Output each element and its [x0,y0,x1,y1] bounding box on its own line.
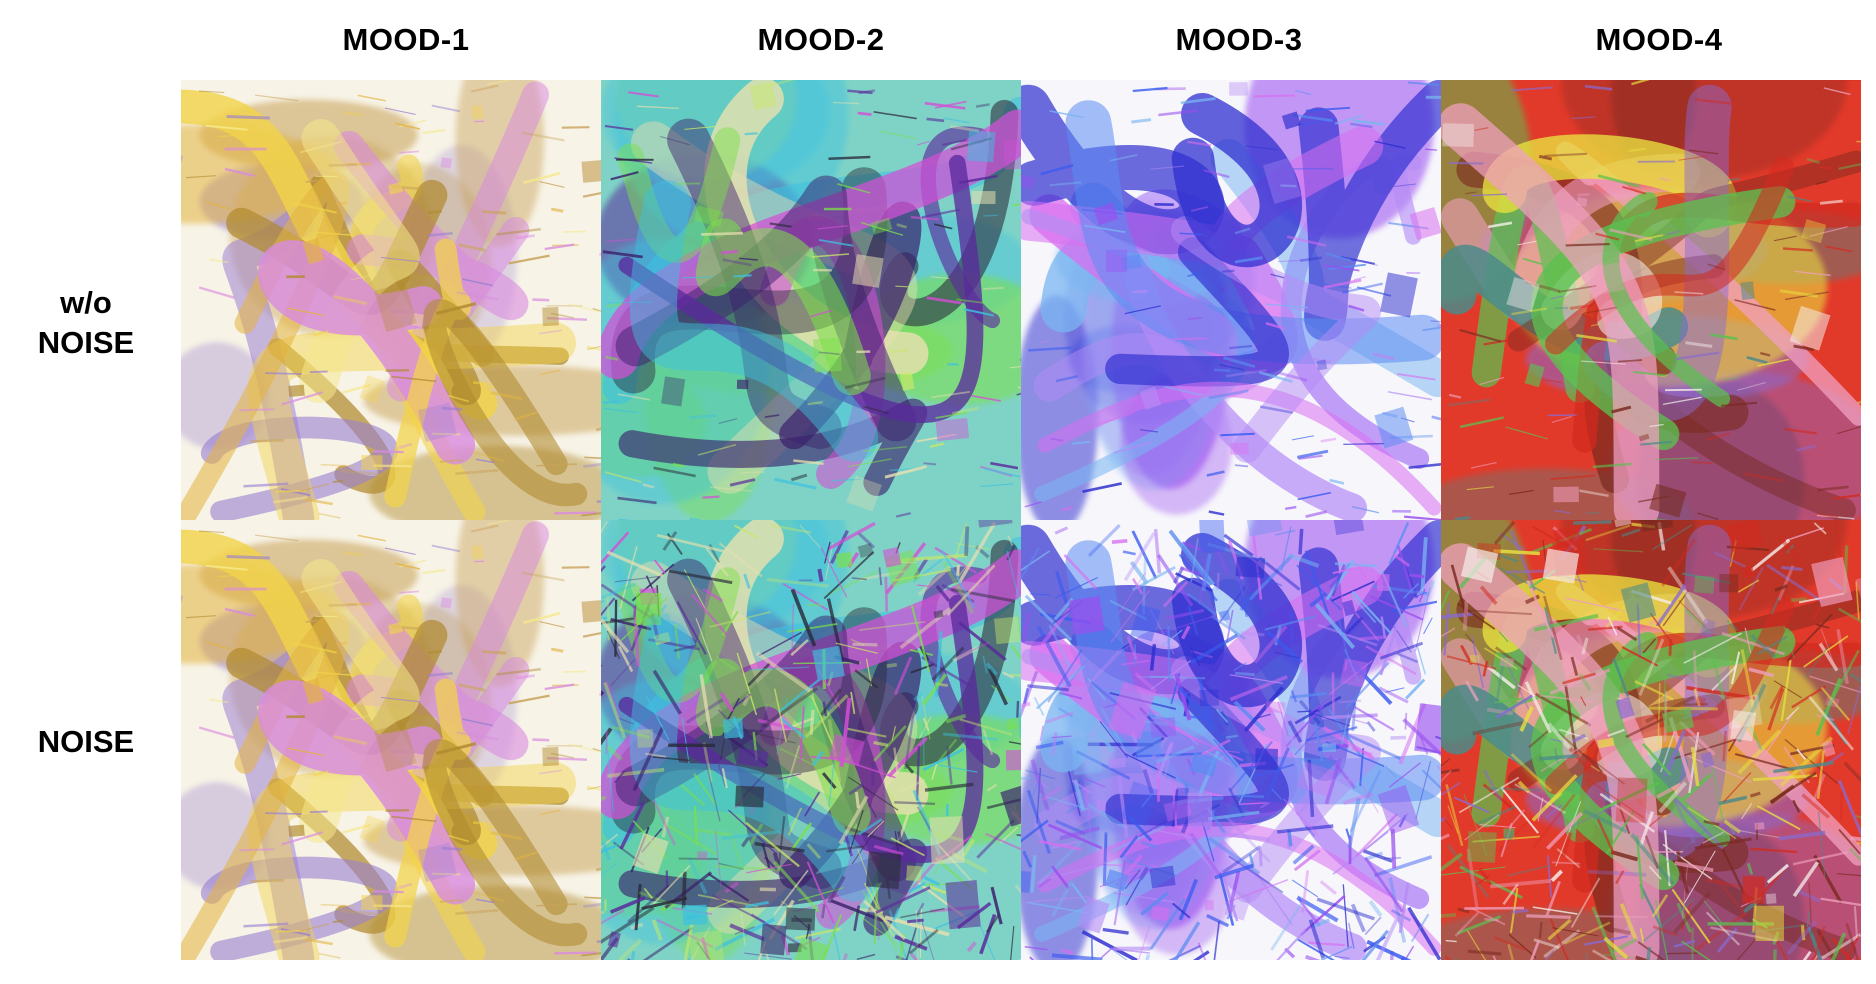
painting-mood1-with-noise [181,520,601,960]
row-label-noise: NOISE [0,722,172,762]
column-header-mood-4: MOOD-4 [1595,22,1723,57]
painting-mood2-without-noise [601,80,1021,520]
row-label-line: NOISE [37,325,135,360]
painting-mood4-with-noise [1441,520,1861,960]
painting-mood1-without-noise [181,80,601,520]
painting-mood3-with-noise [1021,520,1441,960]
painting-mood3-without-noise [1021,80,1441,520]
row-label-line: w/o [60,285,112,320]
painting-mood2-with-noise [601,520,1021,960]
column-header-mood-2: MOOD-2 [757,22,885,57]
column-header-mood-3: MOOD-3 [1175,22,1303,57]
painting-mood4-without-noise [1441,80,1861,520]
row-label-without-noise: w/o NOISE [0,283,172,363]
column-header-mood-1: MOOD-1 [342,22,470,57]
row-label-line: NOISE [37,724,135,759]
